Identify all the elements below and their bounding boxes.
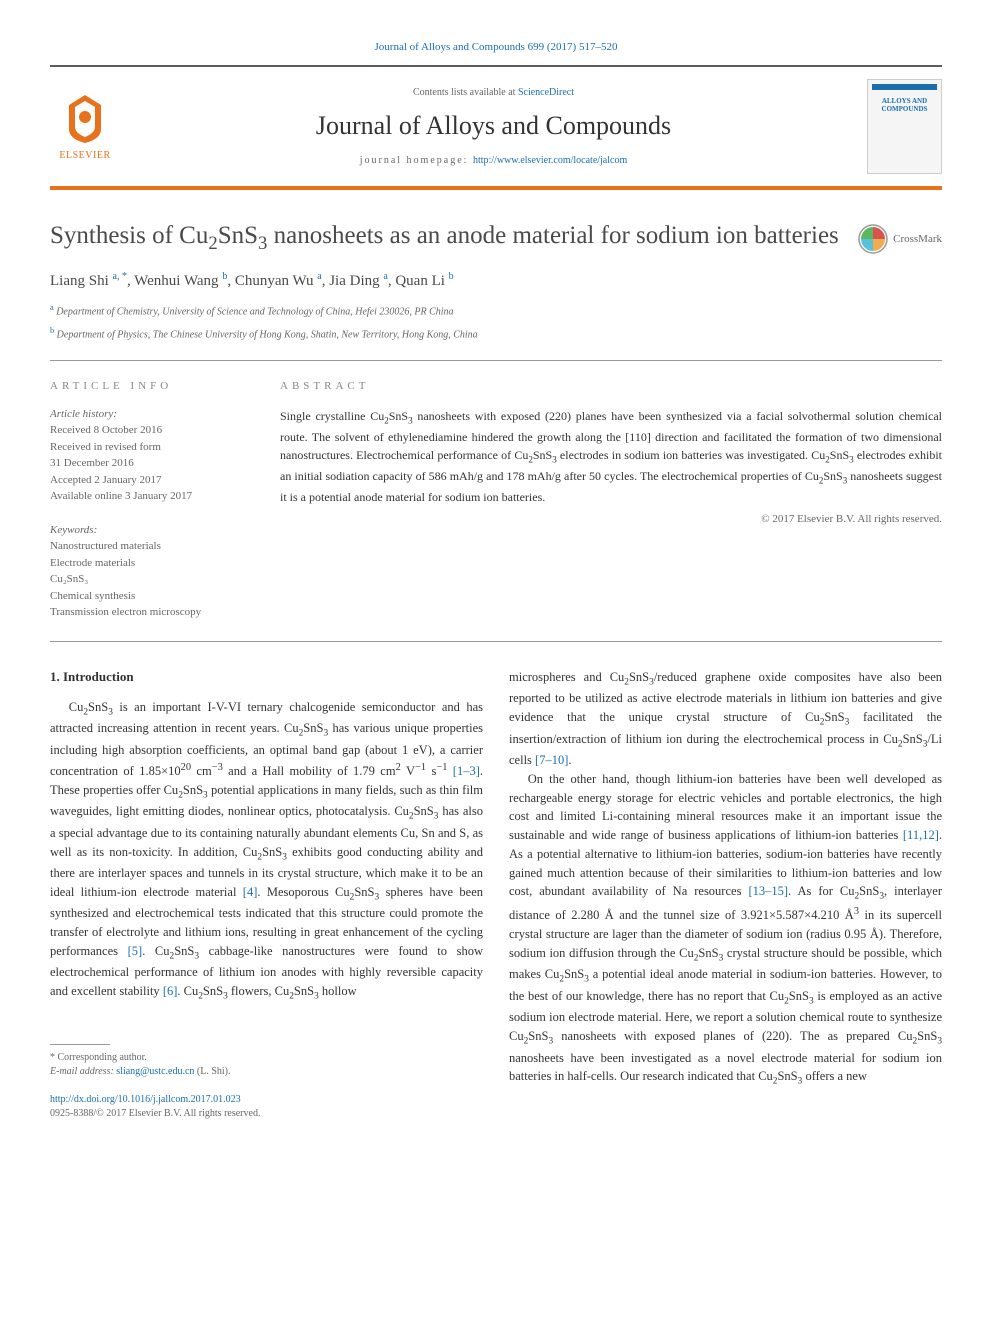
history-line: 31 December 2016 xyxy=(50,455,250,472)
history-line: Received 8 October 2016 xyxy=(50,422,250,439)
history-label: Article history: xyxy=(50,407,250,422)
article-info-heading: ARTICLE INFO xyxy=(50,379,250,394)
contents-line: Contents lists available at ScienceDirec… xyxy=(140,86,847,100)
keyword: Nanostructured materials xyxy=(50,538,250,555)
keyword: Electrode materials xyxy=(50,555,250,572)
journal-cover-thumbnail: ALLOYS AND COMPOUNDS xyxy=(867,79,942,174)
article-title: Synthesis of Cu2SnS3 nanosheets as an an… xyxy=(50,220,846,255)
affil-sup: b xyxy=(50,326,54,335)
keyword: Transmission electron microscopy xyxy=(50,604,250,621)
history-line: Available online 3 January 2017 xyxy=(50,488,250,505)
body-paragraph: microspheres and Cu2SnS3/reduced graphen… xyxy=(509,668,942,770)
issn-line: 0925-8388/© 2017 Elsevier B.V. All right… xyxy=(50,1107,483,1121)
keywords-label: Keywords: xyxy=(50,523,250,538)
email-label: E-mail address: xyxy=(50,1066,114,1077)
body-col-1: Cu2SnS3 is an important I-V-VI ternary c… xyxy=(50,698,483,1004)
affiliation: b Department of Physics, The Chinese Uni… xyxy=(50,325,942,342)
keywords-list: Nanostructured materials Electrode mater… xyxy=(50,538,250,621)
affil-text: Department of Chemistry, University of S… xyxy=(56,306,453,317)
body-paragraph: On the other hand, though lithium-ion ba… xyxy=(509,770,942,1089)
authors: Liang Shi a, *, Wenhui Wang b, Chunyan W… xyxy=(50,270,942,292)
divider xyxy=(50,641,942,642)
affiliations-block: a Department of Chemistry, University of… xyxy=(50,302,942,343)
divider xyxy=(50,360,942,361)
homepage-prefix: journal homepage: xyxy=(360,155,473,166)
crossmark-label: CrossMark xyxy=(893,232,942,247)
sciencedirect-link[interactable]: ScienceDirect xyxy=(518,87,574,98)
homepage-line: journal homepage: http://www.elsevier.co… xyxy=(140,154,847,168)
footnote-divider xyxy=(50,1044,110,1045)
keyword: Chemical synthesis xyxy=(50,588,250,605)
citation-line: Journal of Alloys and Compounds 699 (201… xyxy=(50,40,942,55)
contents-prefix: Contents lists available at xyxy=(413,87,518,98)
affiliation: a Department of Chemistry, University of… xyxy=(50,302,942,319)
journal-name: Journal of Alloys and Compounds xyxy=(140,108,847,144)
email-link[interactable]: sliang@ustc.edu.cn xyxy=(116,1066,194,1077)
abstract-text: Single crystalline Cu2SnS3 nanosheets wi… xyxy=(280,407,942,506)
doi-link[interactable]: http://dx.doi.org/10.1016/j.jallcom.2017… xyxy=(50,1094,241,1105)
elsevier-logo: ELSEVIER xyxy=(50,87,120,167)
email-line: E-mail address: sliang@ustc.edu.cn (L. S… xyxy=(50,1065,483,1079)
cover-title: ALLOYS AND COMPOUNDS xyxy=(872,98,937,113)
homepage-link[interactable]: http://www.elsevier.com/locate/jalcom xyxy=(473,155,627,166)
elsevier-label: ELSEVIER xyxy=(59,149,110,163)
history-text: Received 8 October 2016 Received in revi… xyxy=(50,422,250,505)
affil-sup: a xyxy=(50,303,54,312)
abstract-heading: ABSTRACT xyxy=(280,379,942,394)
keyword: Cu₂SnS₃ xyxy=(50,571,250,588)
journal-header: ELSEVIER Contents lists available at Sci… xyxy=(50,65,942,190)
history-line: Received in revised form xyxy=(50,439,250,456)
history-line: Accepted 2 January 2017 xyxy=(50,472,250,489)
body-col-2: microspheres and Cu2SnS3/reduced graphen… xyxy=(509,668,942,1089)
copyright: © 2017 Elsevier B.V. All rights reserved… xyxy=(280,512,942,527)
crossmark-badge[interactable]: CrossMark xyxy=(858,224,942,254)
doi-line: http://dx.doi.org/10.1016/j.jallcom.2017… xyxy=(50,1093,483,1107)
section-heading: 1. Introduction xyxy=(50,668,483,686)
email-name: (L. Shi). xyxy=(197,1066,231,1077)
body-paragraph: Cu2SnS3 is an important I-V-VI ternary c… xyxy=(50,698,483,1004)
corresponding-author-note: * Corresponding author. xyxy=(50,1051,483,1065)
affil-text: Department of Physics, The Chinese Unive… xyxy=(57,329,478,340)
